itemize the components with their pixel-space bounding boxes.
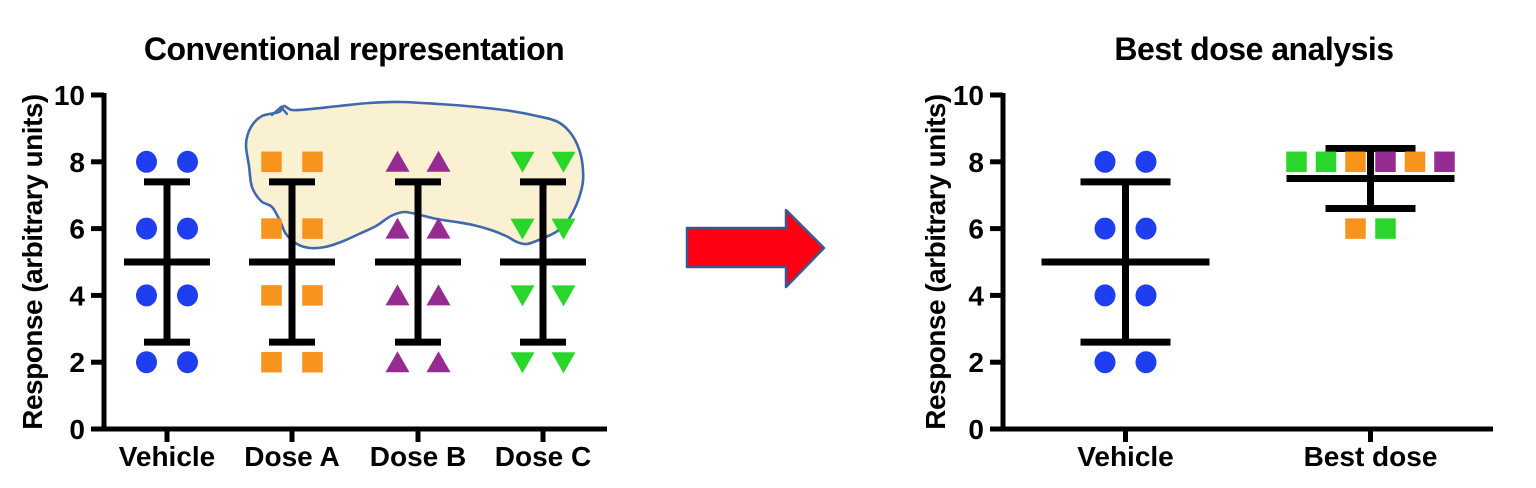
- data-point: [385, 284, 410, 306]
- right-chart-title: Best dose analysis: [1114, 31, 1394, 67]
- y-tick-label: 2: [69, 347, 85, 378]
- y-tick-label: 0: [968, 414, 984, 445]
- data-point: [426, 351, 451, 373]
- left-y-axis-label: Response (arbitrary units): [17, 94, 48, 430]
- category-label: Vehicle: [119, 441, 216, 472]
- data-point: [302, 351, 323, 373]
- data-point: [136, 284, 157, 307]
- y-tick-label: 8: [968, 147, 984, 178]
- y-tick-label: 4: [69, 280, 85, 311]
- data-point: [1375, 151, 1396, 173]
- data-point: [302, 218, 323, 239]
- category-label: Dose C: [495, 441, 591, 472]
- y-tick-label: 2: [968, 347, 984, 378]
- y-tick-label: 4: [968, 280, 984, 311]
- y-tick-label: 6: [69, 214, 85, 245]
- data-point: [551, 218, 576, 240]
- data-point: [551, 285, 576, 307]
- y-tick-label: 10: [54, 80, 85, 111]
- data-point: [302, 285, 323, 306]
- data-point: [551, 151, 576, 173]
- data-point: [261, 285, 282, 306]
- data-point: [1135, 150, 1157, 173]
- data-point: [510, 285, 535, 307]
- data-point: [1375, 218, 1396, 239]
- data-point: [261, 351, 282, 373]
- left-chart-title: Conventional representation: [143, 31, 565, 67]
- data-point: [261, 151, 282, 173]
- data-point: [1135, 284, 1157, 307]
- data-point: [1286, 151, 1307, 173]
- category-label: Dose A: [244, 441, 339, 472]
- category-label: Best dose: [1304, 441, 1438, 472]
- data-point: [177, 150, 198, 173]
- highlight-region: [244, 100, 585, 250]
- data-point: [510, 352, 535, 374]
- data-point: [261, 218, 282, 239]
- data-point: [510, 151, 535, 173]
- data-point: [426, 284, 451, 306]
- right-y-axis-label: Response (arbitrary units): [920, 94, 951, 430]
- data-point: [1315, 151, 1337, 173]
- data-point: [136, 351, 157, 374]
- category-label: Dose B: [370, 441, 466, 472]
- category-label: Vehicle: [1077, 441, 1174, 472]
- y-tick-label: 0: [69, 414, 85, 445]
- data-point: [136, 150, 157, 173]
- data-point: [177, 284, 198, 307]
- data-point: [426, 150, 451, 172]
- data-point: [1094, 150, 1116, 173]
- data-point: [385, 351, 410, 373]
- data-point: [177, 217, 198, 240]
- data-point: [1094, 351, 1116, 374]
- highlight-stroke-start: [270, 105, 289, 117]
- y-tick-label: 6: [968, 214, 984, 245]
- data-point: [1404, 151, 1426, 173]
- y-tick-label: 8: [69, 147, 85, 178]
- data-point: [385, 217, 410, 239]
- data-point: [510, 218, 535, 240]
- data-point: [1135, 217, 1157, 240]
- data-point: [426, 217, 451, 239]
- y-tick-label: 10: [953, 80, 984, 111]
- data-point: [136, 217, 157, 240]
- data-point: [385, 150, 410, 172]
- data-point: [1434, 151, 1455, 173]
- right-arrow-icon: [685, 208, 826, 289]
- data-point: [177, 351, 198, 374]
- data-point: [1094, 217, 1116, 240]
- data-point: [1345, 218, 1366, 239]
- data-point: [1135, 351, 1157, 374]
- data-point: [1345, 151, 1366, 173]
- data-point: [302, 151, 323, 173]
- data-point: [551, 352, 576, 374]
- data-point: [1094, 284, 1116, 307]
